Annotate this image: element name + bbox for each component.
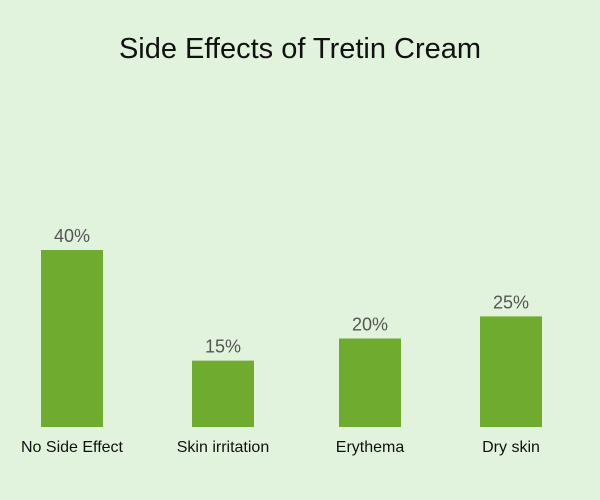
category-label-skin-irritation: Skin irritation — [177, 439, 269, 456]
category-label-erythema: Erythema — [336, 439, 405, 456]
category-label-dry-skin: Dry skin — [482, 439, 540, 456]
value-label-dry-skin: 25% — [493, 292, 529, 312]
value-label-no-side-effect: 40% — [54, 226, 90, 246]
bar-skin-irritation — [192, 360, 254, 427]
bar-no-side-effect — [41, 250, 103, 427]
bar-dry-skin — [480, 316, 542, 427]
value-label-erythema: 20% — [352, 315, 388, 335]
chart-title: Side Effects of Tretin Cream — [119, 33, 481, 65]
value-label-skin-irritation: 15% — [205, 337, 241, 357]
bars-group: 40% No Side Effect 15% Skin irritation 20% Er… — [21, 226, 542, 456]
bar-erythema — [339, 338, 401, 427]
category-label-no-side-effect: No Side Effect — [21, 439, 124, 456]
